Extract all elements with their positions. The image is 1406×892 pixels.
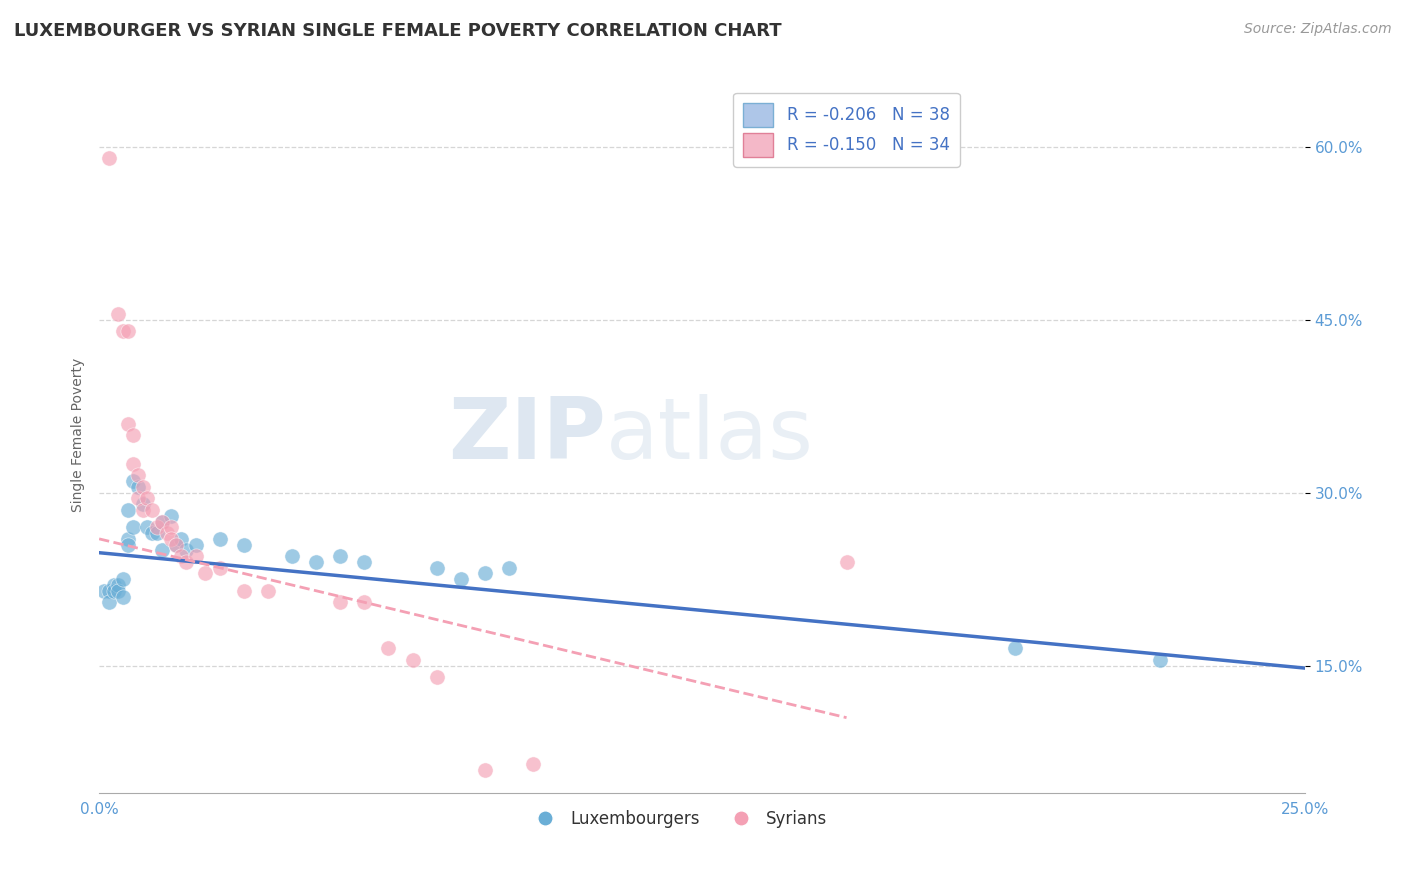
Text: atlas: atlas bbox=[606, 393, 814, 476]
Point bbox=[112, 572, 135, 586]
Point bbox=[122, 428, 145, 442]
Point bbox=[170, 532, 193, 546]
Point bbox=[305, 555, 328, 569]
Point bbox=[136, 491, 159, 506]
Point bbox=[165, 538, 187, 552]
Legend: Luxembourgers, Syrians: Luxembourgers, Syrians bbox=[522, 803, 834, 834]
Text: ZIP: ZIP bbox=[447, 393, 606, 476]
Point bbox=[93, 583, 115, 598]
Point bbox=[131, 497, 153, 511]
Point bbox=[160, 532, 183, 546]
Point bbox=[160, 508, 183, 523]
Point bbox=[1149, 653, 1171, 667]
Point bbox=[127, 491, 149, 506]
Point bbox=[117, 532, 139, 546]
Point bbox=[97, 595, 120, 609]
Point bbox=[112, 324, 135, 338]
Point bbox=[165, 538, 187, 552]
Point bbox=[117, 324, 139, 338]
Point bbox=[103, 583, 125, 598]
Point bbox=[127, 480, 149, 494]
Point bbox=[141, 503, 163, 517]
Point bbox=[131, 480, 153, 494]
Point bbox=[117, 417, 139, 431]
Point bbox=[835, 555, 858, 569]
Point bbox=[103, 578, 125, 592]
Point bbox=[122, 457, 145, 471]
Point bbox=[329, 595, 352, 609]
Point bbox=[353, 595, 375, 609]
Point bbox=[150, 515, 173, 529]
Point bbox=[522, 756, 544, 771]
Point bbox=[353, 555, 375, 569]
Point bbox=[329, 549, 352, 564]
Point bbox=[146, 520, 169, 534]
Point bbox=[97, 583, 120, 598]
Point bbox=[107, 578, 129, 592]
Point bbox=[474, 763, 496, 777]
Point bbox=[498, 560, 520, 574]
Point bbox=[208, 560, 231, 574]
Point bbox=[232, 583, 254, 598]
Point bbox=[117, 503, 139, 517]
Point bbox=[127, 468, 149, 483]
Point bbox=[131, 503, 153, 517]
Point bbox=[160, 520, 183, 534]
Point bbox=[141, 526, 163, 541]
Point bbox=[194, 566, 217, 581]
Point bbox=[146, 526, 169, 541]
Point bbox=[377, 641, 399, 656]
Point bbox=[184, 549, 207, 564]
Point bbox=[1004, 641, 1026, 656]
Point bbox=[184, 538, 207, 552]
Text: Source: ZipAtlas.com: Source: ZipAtlas.com bbox=[1244, 22, 1392, 37]
Y-axis label: Single Female Poverty: Single Female Poverty bbox=[72, 358, 86, 512]
Point bbox=[107, 307, 129, 321]
Point bbox=[232, 538, 254, 552]
Point bbox=[150, 515, 173, 529]
Point bbox=[208, 532, 231, 546]
Point bbox=[117, 538, 139, 552]
Point bbox=[426, 670, 449, 684]
Point bbox=[97, 151, 120, 165]
Point bbox=[257, 583, 280, 598]
Point bbox=[426, 560, 449, 574]
Point bbox=[136, 520, 159, 534]
Point bbox=[150, 543, 173, 558]
Point bbox=[170, 549, 193, 564]
Point bbox=[122, 520, 145, 534]
Point bbox=[107, 583, 129, 598]
Point bbox=[174, 555, 197, 569]
Point bbox=[122, 474, 145, 488]
Point bbox=[281, 549, 304, 564]
Point bbox=[401, 653, 423, 667]
Point bbox=[112, 590, 135, 604]
Point bbox=[156, 526, 179, 541]
Point bbox=[450, 572, 472, 586]
Point bbox=[174, 543, 197, 558]
Text: LUXEMBOURGER VS SYRIAN SINGLE FEMALE POVERTY CORRELATION CHART: LUXEMBOURGER VS SYRIAN SINGLE FEMALE POV… bbox=[14, 22, 782, 40]
Point bbox=[474, 566, 496, 581]
